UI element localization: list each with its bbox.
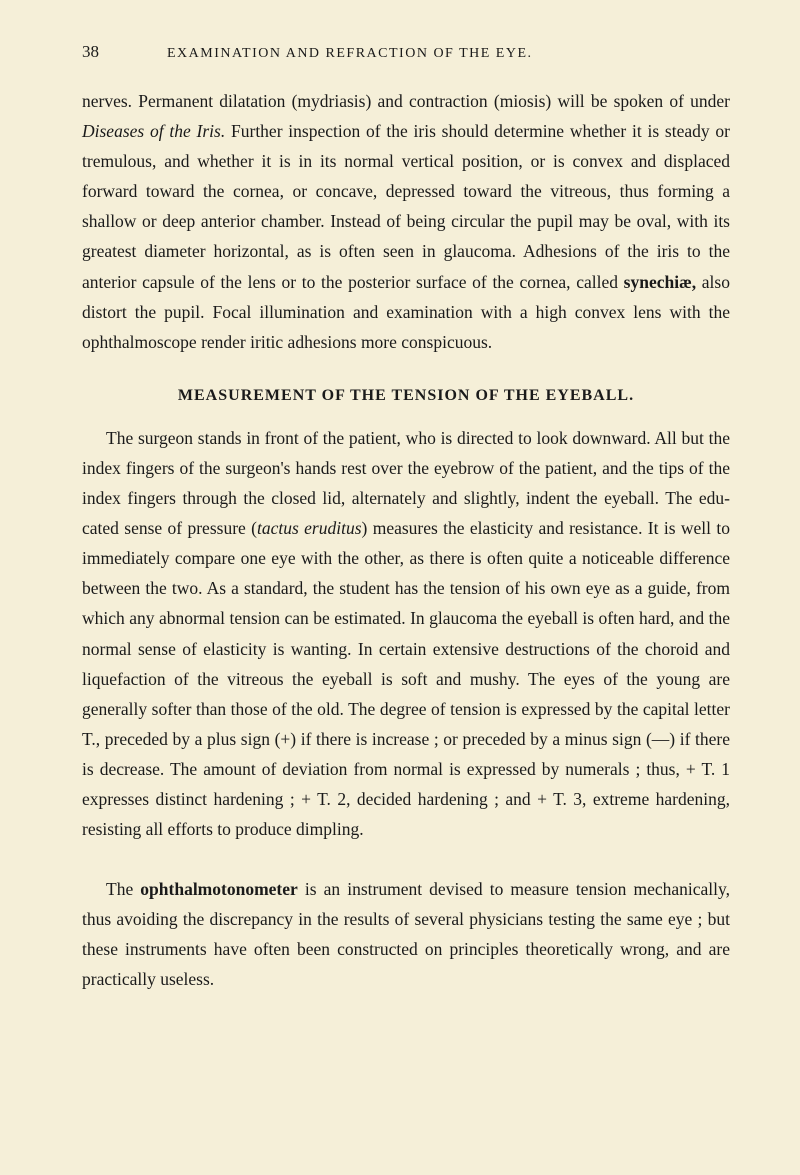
text-segment: Further inspection of the iris should de… <box>82 121 730 291</box>
bold-text: synechiæ, <box>624 272 696 292</box>
bold-text: ophthalmotonometer <box>140 879 297 899</box>
text-segment: nerves. Permanent dilatation (mydriasis)… <box>82 91 730 111</box>
italic-text: tactus eruditus <box>257 518 362 538</box>
section-heading: MEASUREMENT OF THE TENSION OF THE EYEBAL… <box>82 387 730 405</box>
italic-text: Diseases of the Iris. <box>82 121 225 141</box>
text-segment: The <box>106 879 140 899</box>
running-title: EXAMINATION AND REFRACTION OF THE EYE. <box>167 46 533 62</box>
paragraph-1: nerves. Permanent dilatation (mydriasis)… <box>82 86 730 357</box>
page-number: 38 <box>82 42 99 62</box>
paragraph-2: The surgeon stands in front of the patie… <box>82 423 730 844</box>
page-header: 38 EXAMINATION AND REFRACTION OF THE EYE… <box>82 42 730 62</box>
paragraph-3: The ophthalmotonometer is an instrument … <box>82 874 730 994</box>
text-segment: ) measures the elasticity and resistance… <box>82 518 730 839</box>
